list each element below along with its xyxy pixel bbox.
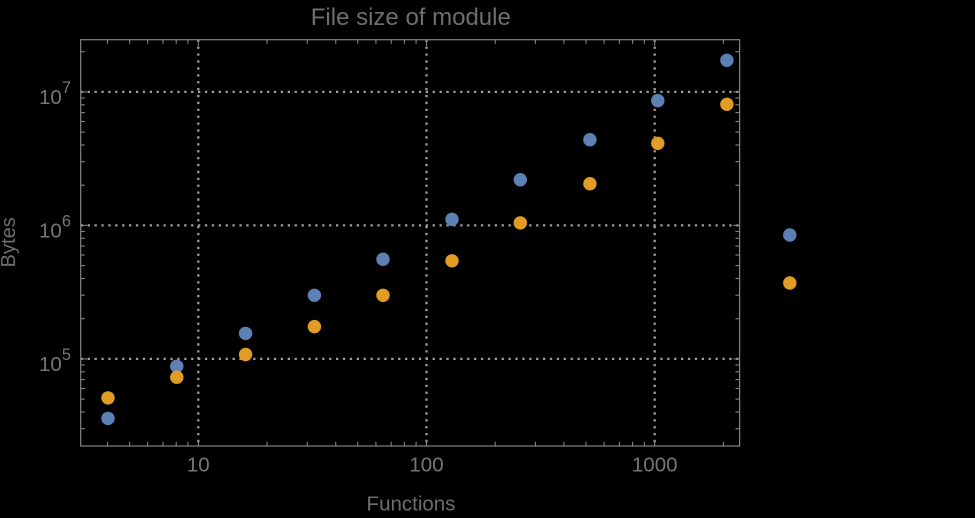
svg-text:100: 100 [409,454,443,477]
svg-text:Functions: Functions [367,492,456,513]
svg-text:10: 10 [187,454,210,477]
svg-text:File size of module: File size of module [311,4,511,31]
svg-text:1000: 1000 [632,454,678,477]
svg-text:Bytes: Bytes [0,217,20,267]
